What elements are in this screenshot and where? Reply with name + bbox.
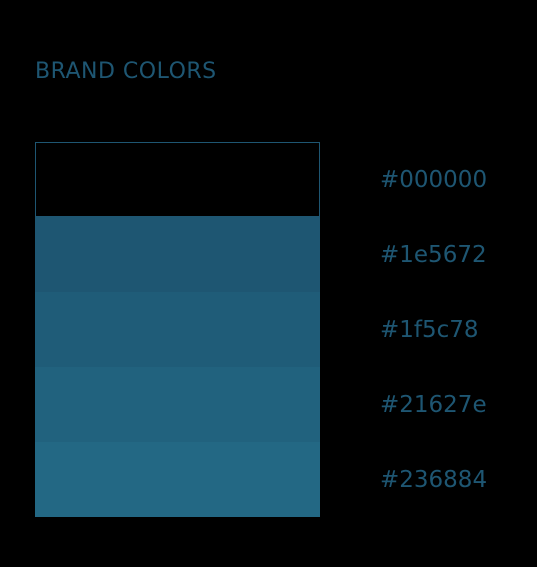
- color-code-list: #000000 #1e5672 #1f5c78 #21627e #236884: [380, 142, 487, 517]
- color-code-label: #1f5c78: [380, 316, 479, 343]
- brand-colors-title: BRAND COLORS: [35, 59, 217, 84]
- color-swatch: [35, 217, 320, 292]
- color-swatch: [35, 292, 320, 367]
- color-swatch: [35, 367, 320, 442]
- color-code-label: #000000: [380, 166, 488, 193]
- color-code-label: #1e5672: [380, 241, 487, 268]
- color-swatch: [35, 142, 320, 217]
- color-code-label: #236884: [380, 466, 488, 493]
- color-swatch: [35, 442, 320, 517]
- color-code-label: #21627e: [380, 391, 487, 418]
- color-swatch-stack: [35, 142, 320, 517]
